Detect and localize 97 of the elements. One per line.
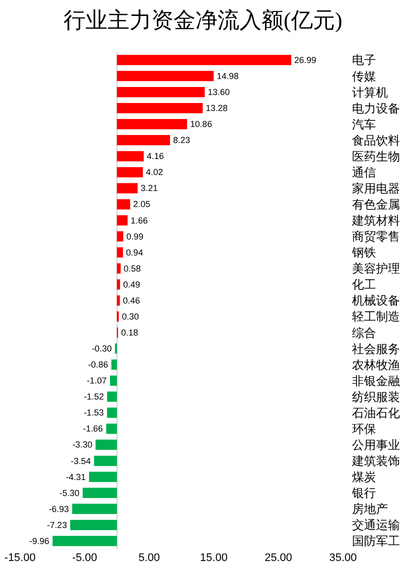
bar (116, 295, 120, 306)
data-label: -4.31 (66, 472, 86, 482)
bar (116, 231, 124, 242)
y-tick-label: 家用电器 (352, 181, 400, 196)
bar (72, 504, 117, 514)
bar (116, 54, 292, 66)
y-tick-label: 建筑装饰 (351, 454, 400, 468)
data-label: 13.60 (208, 87, 230, 98)
y-tick-label: 电子 (352, 53, 376, 68)
data-label: 13.28 (206, 103, 228, 114)
y-tick-label: 医药生物 (352, 149, 400, 164)
data-label: 1.66 (130, 215, 148, 226)
y-tick-label: 房地产 (352, 502, 388, 516)
data-label: 0.30 (122, 311, 140, 322)
bar (110, 376, 117, 386)
bar (116, 151, 144, 162)
data-label: -7.23 (46, 520, 68, 530)
data-label: 0.94 (126, 247, 144, 258)
x-tick-label: -15.00 (4, 552, 36, 564)
x-tick-label: 15.00 (200, 552, 228, 564)
y-tick-label: 食品饮料 (352, 133, 400, 148)
y-tick-label: 钢铁 (351, 246, 376, 260)
bar (70, 520, 117, 530)
data-label: 0.99 (126, 231, 144, 242)
data-label: 0.46 (122, 295, 140, 306)
bar (116, 167, 143, 178)
chart-title: 行业主力资金净流入额(亿元) (64, 8, 342, 33)
bar (82, 488, 117, 498)
bar (96, 440, 117, 450)
y-tick-label: 公用事业 (352, 438, 400, 452)
data-label: -6.93 (48, 504, 69, 514)
data-label: -9.96 (29, 536, 50, 546)
bar (116, 102, 203, 114)
y-tick-label: 社会服务 (352, 342, 400, 356)
x-tick-label: 35.00 (329, 552, 357, 564)
bar (116, 215, 128, 226)
y-tick-label: 传媒 (352, 69, 376, 84)
bar (107, 408, 117, 418)
bar (116, 279, 120, 290)
data-label: 3.21 (140, 183, 158, 194)
data-label: 2.05 (133, 199, 150, 210)
y-tick-label: 化工 (352, 278, 376, 292)
data-label: -0.86 (88, 360, 108, 370)
bar (116, 135, 170, 146)
y-tick-label: 纺织服装 (352, 390, 400, 404)
y-tick-label: 有色金属 (352, 198, 400, 212)
y-tick-label: 电力设备 (352, 101, 400, 116)
y-tick-label: 交通运输 (352, 518, 400, 532)
bar (116, 247, 123, 258)
y-tick-label: 石油石化 (352, 406, 400, 420)
bar (89, 472, 117, 482)
bar (116, 263, 121, 274)
bar (116, 183, 138, 194)
data-label: 10.86 (190, 119, 212, 130)
data-label: -1.07 (86, 376, 107, 386)
y-tick-label: 商贸零售 (352, 230, 400, 244)
data-label: -0.30 (92, 344, 112, 354)
y-tick-label: 农林牧渔 (352, 358, 400, 372)
data-label: 0.18 (121, 327, 138, 338)
y-tick-label: 美容护理 (352, 262, 400, 276)
data-label: -3.54 (70, 456, 91, 466)
bar (94, 456, 117, 466)
data-label: -1.53 (84, 408, 104, 418)
y-tick-label: 建筑材料 (351, 214, 400, 228)
y-tick-label: 通信 (352, 165, 376, 180)
bar (116, 86, 205, 98)
data-label: -3.30 (72, 440, 92, 450)
bar (106, 424, 117, 434)
y-tick-label: 汽车 (352, 117, 376, 132)
x-tick-label: -5.00 (72, 552, 98, 564)
bar (116, 199, 130, 210)
data-label: 0.49 (123, 279, 140, 290)
y-tick-label: 非银金融 (352, 374, 400, 388)
data-label: 4.02 (146, 167, 164, 178)
data-label: 8.23 (173, 135, 190, 146)
x-tick-label: 5.00 (138, 552, 160, 564)
data-label: 0.58 (124, 263, 141, 274)
y-tick-label: 综合 (352, 326, 376, 340)
data-label: 26.99 (294, 54, 316, 65)
y-tick-label: 煤炭 (352, 470, 376, 484)
y-tick-label: 环保 (352, 422, 376, 436)
y-tick-label: 国防军工 (352, 534, 400, 548)
bar (52, 536, 117, 546)
y-tick-label: 机械设备 (352, 294, 400, 308)
bar (107, 392, 117, 402)
data-label: 14.98 (216, 70, 239, 81)
y-tick-label: 轻工制造 (352, 310, 400, 324)
x-tick-label: 25.00 (264, 552, 292, 564)
y-tick-label: 银行 (351, 486, 376, 500)
data-label: -1.66 (82, 424, 104, 434)
data-label: -1.52 (84, 392, 104, 402)
y-tick-label: 计算机 (352, 85, 388, 100)
bar (111, 360, 117, 370)
data-label: 4.16 (146, 151, 164, 162)
data-label: -5.30 (59, 488, 80, 498)
bar (116, 70, 214, 82)
bar (116, 119, 188, 130)
